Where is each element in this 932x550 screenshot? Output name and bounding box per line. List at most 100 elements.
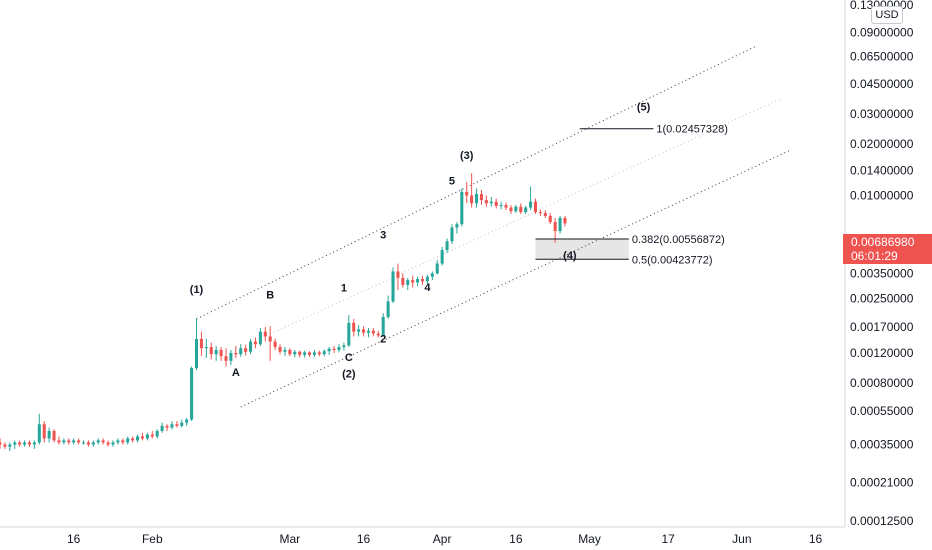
candle-body [322,351,326,355]
wave-label: (1) [190,284,204,296]
wave-label: (5) [637,101,651,113]
candle [121,438,125,445]
candle-body [489,201,493,204]
candle [214,345,218,361]
price-axis-label: 0.09000000 [850,25,914,39]
candle [229,349,233,366]
candle [371,328,375,337]
candle-body [401,277,405,285]
candle-body [8,444,12,447]
candle [37,413,41,445]
current-price-value: 0.00686980 [851,235,915,249]
wave-label: 1 [341,282,347,294]
candle-body [406,280,410,285]
candle [81,440,86,445]
candle [411,275,415,288]
candle-body [204,347,208,349]
candle [194,318,199,371]
time-axis-label: Apr [433,532,452,546]
candle [538,209,542,216]
candle [77,438,81,445]
candle-body [0,442,2,445]
candle-body [504,205,508,208]
candle-body [111,442,115,445]
channel-line-lower[interactable] [240,149,792,408]
candle-body [27,442,31,445]
candle-body [362,329,366,333]
candle [101,438,105,445]
channel-line-upper[interactable] [196,45,757,320]
candle-body [470,195,474,204]
candle [455,222,459,234]
candle-body [273,341,277,348]
candle-body [165,425,169,428]
candle-body [194,338,199,369]
candle-body [145,434,149,439]
channel-line-middle[interactable] [269,97,782,335]
candle-body [136,436,140,441]
candle [170,421,174,430]
candle [155,429,159,439]
candle [204,338,208,359]
candle [484,195,488,207]
wave-label: 4 [424,282,431,294]
candle-body [180,422,184,426]
candle-body [460,191,464,225]
time-axis[interactable]: 16 Feb Mar 16 Apr 16 May 17 Jun 16 [67,532,823,546]
candle-body [81,442,86,444]
fib-levels-layer: 1(0.02457328) 0.382(0.00556872) 0.5(0.0042… [535,124,728,266]
time-axis-label: 17 [661,532,675,546]
candle-body [465,191,469,196]
candle [401,273,405,288]
candle [435,259,439,275]
candle-body [347,322,351,346]
candle [416,276,420,287]
candle [18,440,22,447]
candle-body [391,271,395,302]
candle-body [484,200,488,204]
candle-body [293,351,297,355]
time-axis-label: 16 [357,532,371,546]
candle-body [57,440,61,443]
candle [307,351,312,357]
candle [303,350,307,358]
time-axis-label: 16 [67,532,81,546]
price-axis[interactable]: 0.130000000.090000000.065000000.04500000… [850,0,914,528]
candle-body [18,442,22,445]
candle [317,350,321,357]
time-axis-label: Jun [732,532,751,546]
candle-body [332,348,336,350]
candle [499,201,503,210]
candle-body [160,425,164,431]
candle-body [42,424,46,439]
candle [126,436,130,445]
candle [57,436,61,445]
candle [558,215,562,234]
candle-body [553,222,557,232]
fib-zone [535,238,629,260]
candle [293,349,297,358]
candle [32,440,36,449]
candle-body [219,349,223,357]
candle-body [234,353,238,355]
candle-body [190,368,194,420]
wave-label: (4) [563,250,577,262]
candle-body [533,201,538,213]
candle [209,342,213,360]
price-axis-label: 0.03000000 [850,107,914,121]
candle [249,338,253,355]
candle-body [548,215,552,223]
currency-badge[interactable]: USD [871,6,903,24]
candle [430,271,434,281]
candle-body [342,345,346,348]
candle [234,345,238,359]
candle-body [244,348,248,352]
price-axis-label: 0.00021000 [850,475,914,489]
candle-body [32,442,36,445]
candle-body [249,341,253,352]
time-axis-label: Mar [280,532,301,546]
candle [362,326,366,337]
candle-body [327,348,331,352]
candle [548,213,552,225]
